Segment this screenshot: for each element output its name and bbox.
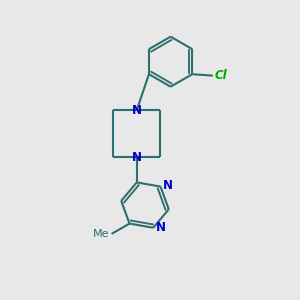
Text: Cl: Cl	[214, 69, 227, 82]
Text: N: N	[163, 178, 173, 192]
Text: N: N	[156, 221, 166, 234]
Text: N: N	[132, 104, 142, 117]
Text: Me: Me	[93, 229, 109, 239]
Text: N: N	[132, 151, 142, 164]
